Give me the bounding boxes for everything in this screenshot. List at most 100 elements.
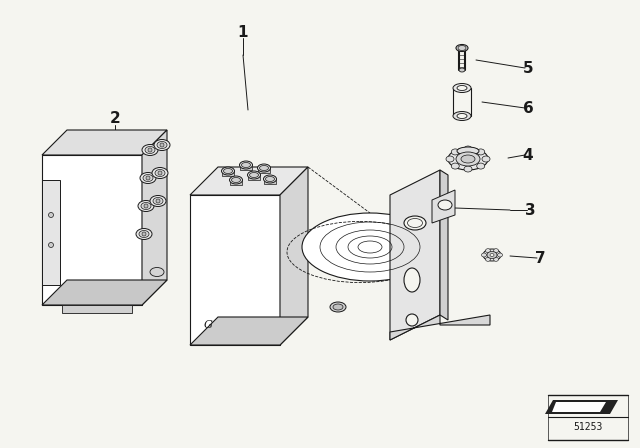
Ellipse shape: [144, 204, 148, 208]
Ellipse shape: [481, 253, 486, 257]
Ellipse shape: [458, 46, 466, 51]
Ellipse shape: [461, 155, 475, 163]
Ellipse shape: [141, 202, 151, 210]
Ellipse shape: [49, 212, 54, 217]
Ellipse shape: [487, 251, 497, 258]
Ellipse shape: [157, 142, 167, 148]
Text: 51253: 51253: [573, 422, 603, 432]
Polygon shape: [264, 179, 276, 184]
Polygon shape: [545, 400, 618, 414]
Polygon shape: [230, 180, 242, 185]
Ellipse shape: [457, 113, 467, 119]
Ellipse shape: [482, 156, 490, 162]
Ellipse shape: [483, 249, 501, 261]
Ellipse shape: [154, 139, 170, 151]
Ellipse shape: [333, 304, 343, 310]
Ellipse shape: [406, 314, 418, 326]
Ellipse shape: [330, 302, 346, 312]
Ellipse shape: [486, 257, 490, 261]
Polygon shape: [248, 175, 260, 180]
Ellipse shape: [438, 200, 452, 210]
Ellipse shape: [230, 176, 243, 184]
Ellipse shape: [448, 148, 488, 170]
Ellipse shape: [150, 267, 164, 276]
Polygon shape: [552, 402, 606, 412]
Ellipse shape: [248, 171, 260, 179]
Ellipse shape: [451, 163, 460, 169]
Polygon shape: [190, 167, 308, 195]
Ellipse shape: [266, 177, 275, 181]
Ellipse shape: [451, 149, 460, 155]
Ellipse shape: [264, 175, 276, 183]
Polygon shape: [258, 168, 270, 173]
Ellipse shape: [259, 165, 269, 171]
Polygon shape: [190, 195, 280, 345]
Ellipse shape: [158, 171, 162, 175]
Ellipse shape: [138, 201, 154, 211]
Polygon shape: [432, 190, 455, 223]
Text: 3: 3: [525, 202, 535, 217]
Ellipse shape: [160, 143, 164, 147]
Ellipse shape: [446, 156, 454, 162]
Ellipse shape: [459, 68, 465, 72]
Ellipse shape: [241, 163, 250, 168]
Ellipse shape: [493, 257, 499, 261]
Polygon shape: [42, 180, 60, 285]
Ellipse shape: [404, 268, 420, 292]
Ellipse shape: [153, 198, 163, 204]
Text: G: G: [204, 320, 212, 330]
Ellipse shape: [497, 253, 502, 257]
Ellipse shape: [136, 228, 152, 240]
Ellipse shape: [302, 213, 438, 281]
Ellipse shape: [239, 161, 253, 169]
Ellipse shape: [223, 168, 232, 173]
Ellipse shape: [464, 166, 472, 172]
Polygon shape: [440, 170, 448, 320]
Ellipse shape: [453, 112, 471, 121]
Ellipse shape: [477, 149, 484, 155]
Ellipse shape: [145, 146, 155, 154]
Ellipse shape: [139, 231, 149, 237]
Polygon shape: [142, 130, 167, 305]
Polygon shape: [190, 317, 308, 345]
Ellipse shape: [250, 172, 259, 177]
Ellipse shape: [456, 44, 468, 52]
Ellipse shape: [146, 176, 150, 180]
Ellipse shape: [257, 164, 271, 172]
Ellipse shape: [486, 249, 490, 253]
Ellipse shape: [453, 83, 471, 92]
Ellipse shape: [142, 232, 146, 236]
Ellipse shape: [152, 168, 168, 178]
Ellipse shape: [404, 216, 426, 230]
Ellipse shape: [490, 254, 494, 257]
Polygon shape: [42, 130, 167, 155]
Polygon shape: [280, 167, 308, 345]
Ellipse shape: [140, 172, 156, 184]
Polygon shape: [62, 305, 132, 313]
Polygon shape: [222, 171, 234, 176]
Polygon shape: [42, 280, 167, 305]
Ellipse shape: [493, 249, 499, 253]
Text: 5: 5: [523, 60, 533, 76]
Text: 4: 4: [523, 147, 533, 163]
Text: 6: 6: [523, 100, 533, 116]
Ellipse shape: [155, 169, 165, 177]
Ellipse shape: [457, 147, 479, 155]
Ellipse shape: [150, 195, 166, 207]
Ellipse shape: [148, 148, 152, 152]
Ellipse shape: [143, 175, 153, 181]
Ellipse shape: [156, 199, 160, 203]
Text: 1: 1: [237, 25, 248, 39]
Ellipse shape: [456, 152, 480, 166]
Ellipse shape: [49, 242, 54, 247]
Text: 2: 2: [109, 111, 120, 125]
Polygon shape: [390, 170, 440, 340]
Ellipse shape: [457, 86, 467, 90]
Text: 7: 7: [534, 250, 545, 266]
Ellipse shape: [232, 177, 241, 182]
Ellipse shape: [464, 146, 472, 152]
Polygon shape: [390, 315, 490, 340]
Ellipse shape: [477, 163, 484, 169]
Polygon shape: [240, 165, 252, 170]
Ellipse shape: [221, 167, 234, 175]
